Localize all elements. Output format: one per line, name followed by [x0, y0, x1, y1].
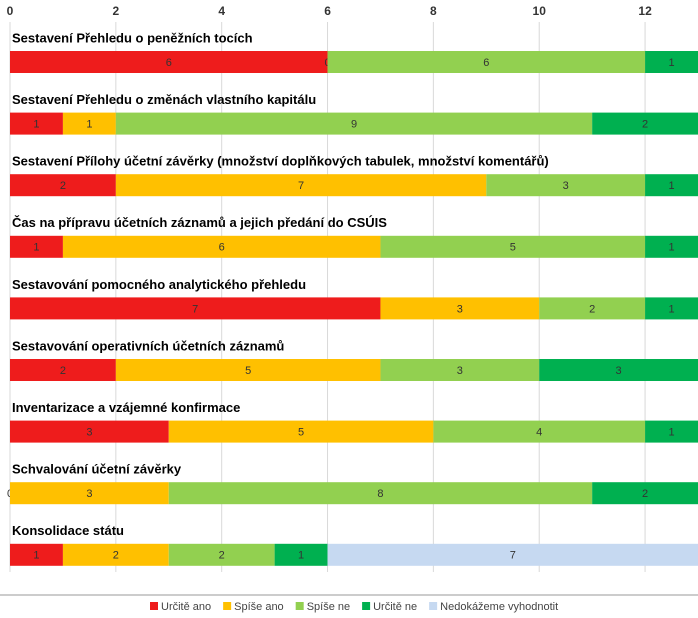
bar-segment: [433, 420, 646, 443]
bar-segment: [539, 297, 646, 320]
category-label: Sestavení Přehledu o peněžních tocích: [12, 30, 253, 45]
bar-segment: [380, 235, 646, 258]
bar-segment: [10, 359, 116, 381]
value-label: 1: [33, 242, 39, 254]
legend-label: Spíše ne: [307, 601, 350, 613]
value-label: 3: [563, 180, 569, 192]
bar-segment: [62, 543, 169, 566]
bar-segment: [168, 543, 275, 566]
x-tick-label: 10: [533, 4, 547, 18]
bar-segment: [168, 420, 434, 443]
value-label: 3: [86, 488, 92, 500]
legend-swatch: [150, 602, 158, 610]
legend-swatch: [362, 602, 371, 610]
bar-segment: [380, 297, 540, 320]
value-label: 1: [668, 242, 674, 254]
value-label: 2: [60, 180, 66, 192]
legend-label: Určitě ne: [373, 601, 417, 613]
legend-label: Nedokážeme vyhodnotit: [440, 601, 558, 613]
bar-segment: [62, 112, 116, 135]
category-label: Inventarizace a vzájemné konfirmace: [12, 400, 240, 415]
bar-segment: [645, 297, 698, 320]
bar-segment: [592, 482, 698, 505]
bar-segment: [62, 235, 381, 258]
bar-segment: [592, 112, 698, 135]
value-label: 1: [33, 119, 39, 131]
bar-segment: [115, 174, 487, 197]
value-label: 1: [668, 180, 674, 192]
value-label: 2: [589, 303, 595, 315]
value-label: 3: [457, 303, 463, 315]
bar-segment: [645, 51, 698, 73]
bar-segment: [645, 174, 698, 197]
category-label: Sestavení Přehledu o změnách vlastního k…: [12, 92, 316, 107]
bar-segment: [327, 543, 698, 566]
bar-segment: [168, 482, 593, 505]
bar-segment: [539, 359, 698, 381]
value-label: 3: [616, 365, 622, 377]
value-label: 6: [483, 57, 489, 69]
value-label: 2: [113, 550, 119, 562]
bar-segment: [10, 482, 169, 505]
value-label: 2: [642, 488, 648, 500]
legend-swatch: [429, 602, 438, 610]
category-label: Sestavení Přílohy účetní závěrky (množst…: [12, 154, 549, 169]
value-label: 2: [60, 365, 66, 377]
bar-segment: [486, 174, 646, 197]
value-label: 1: [86, 119, 92, 131]
value-label: 4: [536, 427, 542, 439]
value-label: 9: [351, 119, 357, 131]
legend-swatch: [223, 602, 232, 610]
value-label: 7: [510, 550, 516, 562]
bar-segment: [380, 359, 540, 381]
value-label: 3: [457, 365, 463, 377]
bar-segment: [10, 543, 63, 566]
category-label: Sestavování operativních účetních záznam…: [12, 338, 284, 353]
bar-segment: [10, 420, 169, 443]
value-label: 5: [510, 242, 516, 254]
bar-segment: [10, 235, 63, 258]
value-label: 7: [298, 180, 304, 192]
legend-swatch: [295, 602, 304, 610]
bar-segment: [115, 359, 381, 381]
bar-segment: [115, 112, 593, 135]
x-tick-label: 12: [638, 4, 652, 18]
legend-label: Určitě ano: [161, 601, 211, 613]
value-label: 1: [668, 57, 674, 69]
x-tick-label: 4: [218, 4, 225, 18]
bar-segment: [10, 174, 116, 197]
value-label: 1: [33, 550, 39, 562]
value-label: 1: [668, 303, 674, 315]
bar-segment: [274, 543, 328, 566]
legend-label: Spíše ano: [234, 601, 284, 613]
category-label: Schvalování účetní závěrky: [12, 462, 182, 477]
x-tick-label: 2: [113, 4, 120, 18]
x-tick-label: 0: [7, 4, 14, 18]
value-label: 1: [668, 427, 674, 439]
value-label: 7: [192, 303, 198, 315]
bar-segment: [10, 112, 63, 135]
category-label: Čas na přípravu účetních záznamů a jejic…: [12, 215, 387, 230]
x-tick-label: 8: [430, 4, 437, 18]
bar-segment: [645, 420, 698, 443]
value-label: 5: [245, 365, 251, 377]
value-label: 1: [298, 550, 304, 562]
category-label: Konsolidace státu: [12, 523, 124, 538]
value-label: 6: [166, 57, 172, 69]
value-label: 8: [377, 488, 383, 500]
x-tick-label: 6: [324, 4, 331, 18]
value-label: 5: [298, 427, 304, 439]
bar-segment: [327, 51, 646, 73]
value-label: 2: [219, 550, 225, 562]
category-label: Sestavování pomocného analytického přehl…: [12, 277, 306, 292]
bar-segment: [10, 51, 328, 73]
value-label: 2: [642, 119, 648, 131]
value-label: 3: [86, 427, 92, 439]
value-label: 6: [219, 242, 225, 254]
bar-segment: [645, 235, 698, 258]
bar-segment: [10, 297, 381, 320]
